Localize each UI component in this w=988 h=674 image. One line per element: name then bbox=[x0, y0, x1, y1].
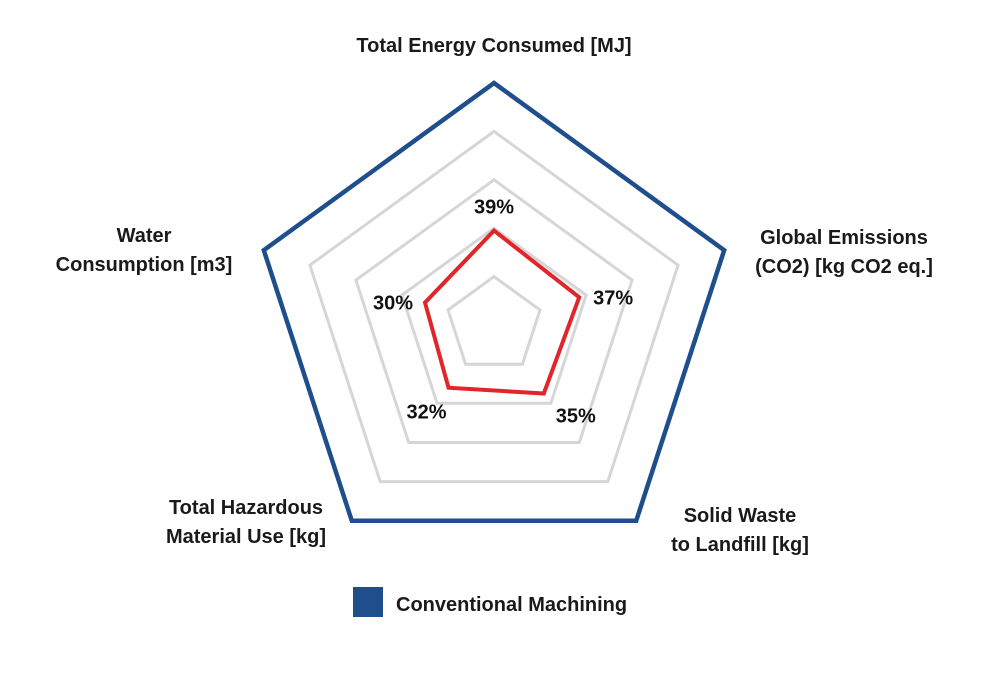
axis-label-4: Total Hazardous Material Use [kg] bbox=[166, 497, 326, 548]
value-label-4: 32% bbox=[406, 402, 446, 424]
axis-label-2: Global Emissions (CO2) [kg CO2 eq.] bbox=[755, 227, 933, 278]
value-labels-layer: 39% 37% 35% 32% 30% bbox=[373, 197, 633, 428]
axis-label-1: Total Energy Consumed [MJ] bbox=[356, 35, 631, 57]
grid-ring-1 bbox=[446, 274, 542, 366]
value-label-1: 39% bbox=[474, 197, 514, 219]
axis-label-5: Water Consumption [m3] bbox=[56, 225, 233, 276]
axis-label-3: Solid Waste to Landfill [kg] bbox=[671, 505, 809, 556]
legend-swatch bbox=[353, 587, 383, 617]
series-comparison bbox=[422, 227, 582, 396]
grid-ring-4 bbox=[308, 129, 680, 484]
grid-ring-2 bbox=[400, 226, 588, 405]
grid-ring-3 bbox=[354, 177, 634, 444]
value-label-3: 35% bbox=[556, 406, 596, 428]
legend-label: Conventional Machining bbox=[396, 594, 627, 616]
value-label-5: 30% bbox=[373, 293, 413, 315]
legend: Conventional Machining bbox=[353, 587, 627, 617]
grid-layer bbox=[308, 129, 680, 484]
series-layer bbox=[261, 80, 727, 524]
axis-labels-layer: Total Energy Consumed [MJ] Global Emissio… bbox=[56, 35, 933, 556]
value-label-2: 37% bbox=[593, 287, 633, 309]
series-conventional-machining bbox=[261, 80, 727, 524]
